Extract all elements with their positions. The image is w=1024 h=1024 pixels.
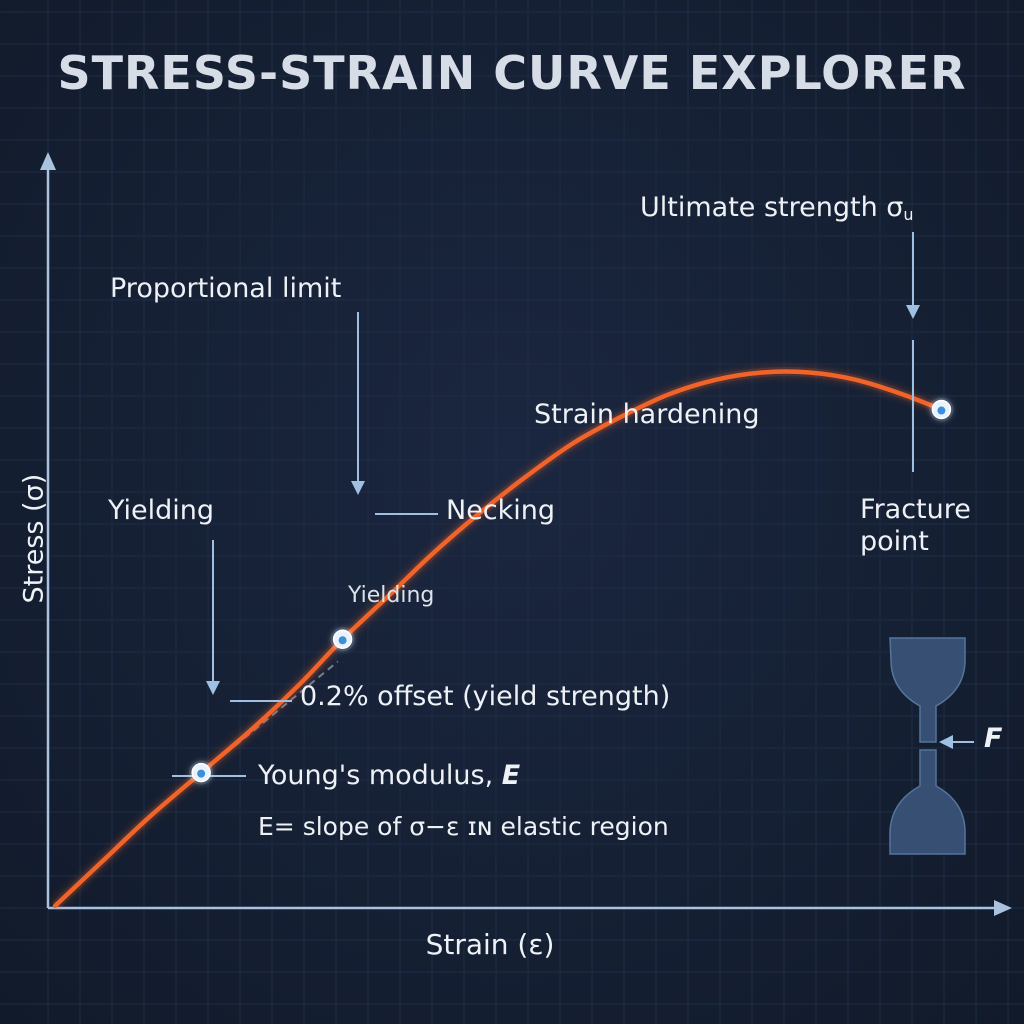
force-label: F bbox=[984, 723, 1003, 754]
y-axis-arrow bbox=[40, 152, 56, 170]
youngs-modulus-text: Young's modulus, bbox=[258, 760, 502, 791]
fracture-point-line1: Fracture bbox=[860, 494, 971, 525]
youngs-modulus-label: Young's modulus, E bbox=[258, 760, 520, 792]
proportional-point-marker bbox=[330, 627, 355, 652]
slope-note: E= slope of σ−ε ɪɴ elastic region bbox=[258, 812, 669, 841]
ultimate-strength-label: Ultimate strength σu bbox=[640, 192, 914, 224]
offset-label: 0.2% offset (yield strength) bbox=[300, 681, 671, 712]
x-axis-arrow bbox=[994, 900, 1012, 916]
proportional-limit-label: Proportional limit bbox=[110, 273, 342, 304]
necking-label: Necking bbox=[446, 495, 556, 526]
fracture-point-marker bbox=[929, 397, 954, 422]
youngs-modulus-symbol: E bbox=[501, 760, 521, 791]
markers bbox=[189, 397, 954, 785]
yielding-label-inner: Yielding bbox=[348, 583, 435, 608]
fracture-point-label: Fracture point bbox=[860, 494, 971, 559]
ultimate-strength-text: Ultimate strength σ bbox=[640, 192, 904, 223]
offset-point-marker bbox=[189, 760, 214, 785]
y-axis-label: Stress (σ) bbox=[18, 473, 50, 604]
page-title: STRESS-STRAIN CURVE EXPLORER bbox=[57, 46, 967, 100]
strain-hardening-label: Strain hardening bbox=[534, 399, 760, 430]
yielding-label-left: Yielding bbox=[108, 495, 215, 526]
fracture-point-line2: point bbox=[860, 526, 929, 558]
ultimate-strength-subscript: u bbox=[903, 205, 914, 224]
specimen-icon bbox=[889, 637, 974, 855]
x-axis-label: Strain (ε) bbox=[425, 928, 555, 961]
